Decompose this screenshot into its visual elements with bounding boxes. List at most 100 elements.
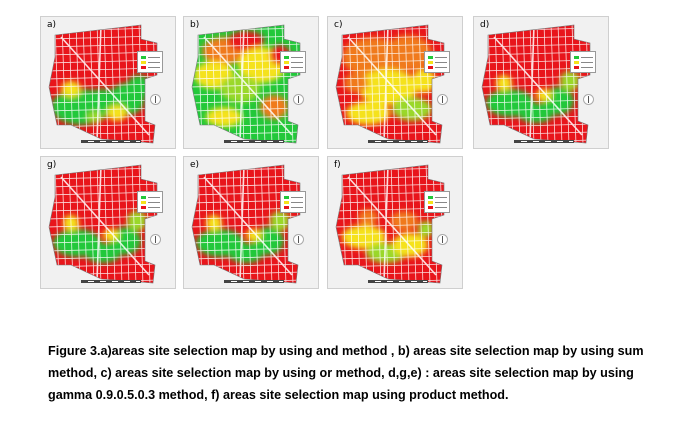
- figure-caption: Figure 3.a)areas site selection map by u…: [48, 344, 644, 402]
- legend-swatch: [141, 206, 146, 209]
- scale-bar: [514, 140, 574, 143]
- legend-swatch: [141, 201, 146, 204]
- map-legend: [424, 51, 450, 73]
- road-network: [336, 25, 444, 143]
- map-legend: [280, 191, 306, 213]
- legend-swatch: [284, 206, 289, 209]
- suitability-zone: [342, 225, 386, 249]
- study-area-boundary: [191, 24, 301, 144]
- site-suitability-map: [335, 164, 445, 284]
- north-arrow-icon: [293, 94, 304, 105]
- legend-entry: [435, 197, 447, 198]
- legend-swatch: [428, 66, 433, 69]
- study-area-boundary: [48, 24, 158, 144]
- map-legend: [137, 51, 163, 73]
- map-panel-d: d): [473, 16, 609, 149]
- suitability-zone: [270, 211, 290, 231]
- study-area-boundary: [335, 24, 445, 144]
- panel-label: d): [480, 20, 490, 30]
- study-area-boundary: [48, 164, 158, 284]
- suitability-zone: [127, 211, 147, 231]
- legend-swatch: [141, 196, 146, 199]
- map-legend: [424, 191, 450, 213]
- legend-swatch: [284, 196, 289, 199]
- panel-label: b): [190, 20, 200, 30]
- study-area-boundary: [481, 24, 591, 144]
- scale-bar: [81, 140, 141, 143]
- north-arrow-icon: [150, 234, 161, 245]
- legend-swatch: [428, 206, 433, 209]
- legend-swatch: [428, 201, 433, 204]
- north-arrow-icon: [437, 94, 448, 105]
- legend-swatch: [428, 61, 433, 64]
- map-panel-g: g): [40, 156, 176, 289]
- map-legend: [280, 51, 306, 73]
- legend-swatch: [284, 61, 289, 64]
- panel-label: g): [47, 160, 57, 170]
- site-suitability-map: [335, 24, 445, 144]
- panel-label: f): [334, 160, 341, 170]
- legend-swatch: [428, 56, 433, 59]
- road-network: [192, 165, 300, 283]
- legend-entry: [435, 62, 447, 63]
- legend-swatch: [284, 66, 289, 69]
- suitability-zone: [390, 211, 418, 231]
- map-legend: [570, 51, 596, 73]
- scale-bar: [224, 280, 284, 283]
- map-panel-b: b): [183, 16, 319, 149]
- site-suitability-map: [48, 24, 158, 144]
- legend-swatch: [574, 56, 579, 59]
- legend-entry: [291, 202, 303, 203]
- suitability-zone: [560, 71, 580, 91]
- legend-entry: [148, 207, 160, 208]
- legend-swatch: [284, 201, 289, 204]
- scale-bar: [368, 280, 428, 283]
- site-suitability-map: [48, 164, 158, 284]
- suitability-zone: [220, 75, 260, 103]
- panel-label: a): [47, 20, 57, 30]
- suitability-zone: [87, 111, 103, 123]
- north-arrow-icon: [150, 94, 161, 105]
- scale-bar: [224, 140, 284, 143]
- legend-entry: [148, 67, 160, 68]
- study-area-boundary: [191, 164, 301, 284]
- scale-bar: [368, 140, 428, 143]
- map-panel-e: e): [183, 156, 319, 289]
- map-legend: [137, 191, 163, 213]
- suitability-zone: [418, 221, 434, 237]
- north-arrow-icon: [437, 234, 448, 245]
- legend-swatch: [428, 196, 433, 199]
- legend-entry: [148, 197, 160, 198]
- legend-entry: [435, 67, 447, 68]
- legend-entry: [148, 57, 160, 58]
- legend-entry: [435, 207, 447, 208]
- legend-swatch: [284, 56, 289, 59]
- map-panel-a: a): [40, 16, 176, 149]
- legend-swatch: [574, 66, 579, 69]
- legend-entry: [581, 62, 593, 63]
- north-arrow-icon: [583, 94, 594, 105]
- legend-entry: [291, 197, 303, 198]
- study-area-boundary: [335, 164, 445, 284]
- legend-entry: [581, 67, 593, 68]
- legend-entry: [291, 57, 303, 58]
- legend-entry: [291, 62, 303, 63]
- legend-swatch: [141, 56, 146, 59]
- scale-bar: [81, 280, 141, 283]
- site-suitability-map: [481, 24, 591, 144]
- suitability-zone: [358, 209, 378, 225]
- panel-label: e): [190, 160, 200, 170]
- legend-entry: [581, 57, 593, 58]
- legend-entry: [435, 202, 447, 203]
- panel-label: c): [334, 20, 343, 30]
- suitability-zone: [412, 69, 436, 93]
- legend-swatch: [574, 61, 579, 64]
- legend-entry: [148, 62, 160, 63]
- legend-entry: [435, 57, 447, 58]
- suitability-zone: [346, 101, 390, 125]
- legend-entry: [291, 67, 303, 68]
- site-suitability-map: [191, 164, 301, 284]
- legend-entry: [291, 207, 303, 208]
- suitability-zone: [127, 75, 151, 99]
- map-panel-f: f): [327, 156, 463, 289]
